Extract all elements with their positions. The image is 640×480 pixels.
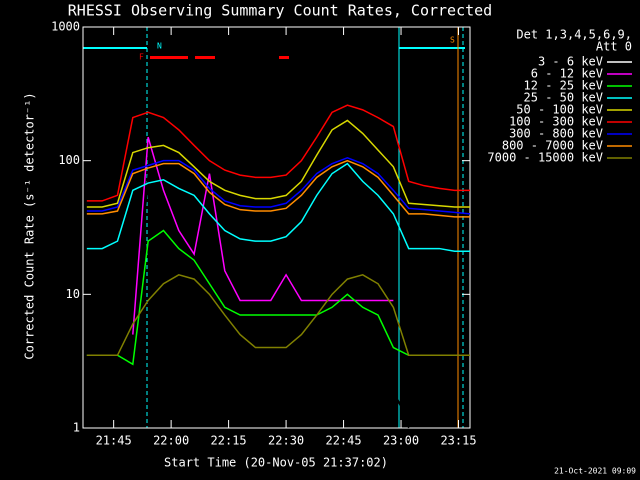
y-tick-label: 10 <box>66 287 80 301</box>
y-tick-label: 100 <box>58 153 80 167</box>
series-line <box>132 136 394 335</box>
y-axis-label: Corrected Count Rate (s⁻¹ detector⁻¹) <box>23 92 37 359</box>
legend-label: 25 - 50 keV <box>524 91 603 105</box>
x-tick-label: 22:15 <box>211 434 247 448</box>
x-tick-label: 23:15 <box>440 434 476 448</box>
series-line <box>86 157 471 215</box>
annotation: F <box>139 53 144 62</box>
series-line <box>86 229 470 366</box>
flare-bar <box>279 56 289 59</box>
legend-title: Att 0 <box>596 40 632 54</box>
x-tick-label: 22:00 <box>153 434 189 448</box>
chart-title: RHESSI Observing Summary Count Rates, Co… <box>68 2 492 20</box>
series-line <box>86 159 470 218</box>
x-tick-label: 22:30 <box>268 434 304 448</box>
legend-label: 100 - 300 keV <box>509 115 603 129</box>
x-tick-label: 23:00 <box>383 434 419 448</box>
plot-frame <box>82 26 471 429</box>
series-line <box>86 104 470 202</box>
flare-bar <box>195 56 215 59</box>
annotation: N <box>157 42 162 51</box>
legend-label: 3 - 6 keV <box>538 55 603 69</box>
x-tick-label: 21:45 <box>96 434 132 448</box>
footer: 21-Oct-2021 09:09 <box>554 467 636 476</box>
legend-label: 300 - 800 keV <box>509 127 603 141</box>
x-axis-label: Start Time (20-Nov-05 21:37:02) <box>164 456 388 470</box>
series-line <box>86 119 470 208</box>
series-line <box>86 162 470 253</box>
y-tick-label: 1 <box>73 421 80 435</box>
annotation: S <box>450 36 455 45</box>
legend-label: 12 - 25 keV <box>524 79 603 93</box>
series-line <box>86 273 470 357</box>
legend-label: 6 - 12 keV <box>531 67 603 81</box>
series-line <box>132 173 410 429</box>
legend-label: 50 - 100 keV <box>516 103 603 117</box>
legend-title: Det 1,3,4,5,6,9, <box>516 28 632 42</box>
legend-label: 7000 - 15000 keV <box>487 151 603 165</box>
y-tick-label: 1000 <box>51 20 80 34</box>
x-tick-label: 22:45 <box>325 434 361 448</box>
flare-bar <box>150 56 188 59</box>
legend-label: 800 - 7000 keV <box>502 139 603 153</box>
